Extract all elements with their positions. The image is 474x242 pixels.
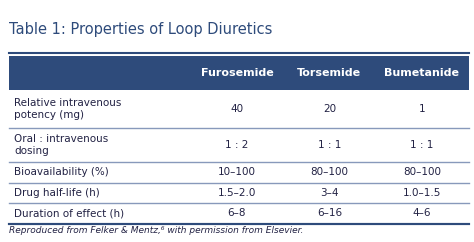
Text: Reproduced from Felker & Mentz,⁶ with permission from Elsevier.: Reproduced from Felker & Mentz,⁶ with pe… [9, 226, 304, 235]
Text: 3–4: 3–4 [320, 188, 339, 198]
Text: Furosemide: Furosemide [201, 68, 273, 78]
Text: Torsemide: Torsemide [297, 68, 362, 78]
Text: 40: 40 [230, 104, 244, 114]
Text: 4–6: 4–6 [412, 208, 431, 218]
Text: 10–100: 10–100 [218, 167, 256, 177]
Text: 6–16: 6–16 [317, 208, 342, 218]
Text: 1: 1 [419, 104, 425, 114]
Text: 1.0–1.5: 1.0–1.5 [403, 188, 441, 198]
Text: Bioavailability (%): Bioavailability (%) [14, 167, 109, 177]
Text: Relative intravenous
potency (mg): Relative intravenous potency (mg) [14, 98, 122, 120]
Text: 80–100: 80–100 [403, 167, 441, 177]
Text: Table 1: Properties of Loop Diuretics: Table 1: Properties of Loop Diuretics [9, 22, 273, 37]
Bar [9, 56, 469, 90]
Text: 1.5–2.0: 1.5–2.0 [218, 188, 256, 198]
Text: 80–100: 80–100 [310, 167, 348, 177]
Text: Bumetanide: Bumetanide [384, 68, 459, 78]
Text: Duration of effect (h): Duration of effect (h) [14, 208, 124, 218]
Text: Oral : intravenous
dosing: Oral : intravenous dosing [14, 134, 109, 156]
Text: 1 : 1: 1 : 1 [318, 140, 341, 150]
Text: 6–8: 6–8 [228, 208, 246, 218]
Text: 1 : 1: 1 : 1 [410, 140, 434, 150]
Text: 20: 20 [323, 104, 336, 114]
Text: 1 : 2: 1 : 2 [225, 140, 249, 150]
Text: Drug half-life (h): Drug half-life (h) [14, 188, 100, 198]
